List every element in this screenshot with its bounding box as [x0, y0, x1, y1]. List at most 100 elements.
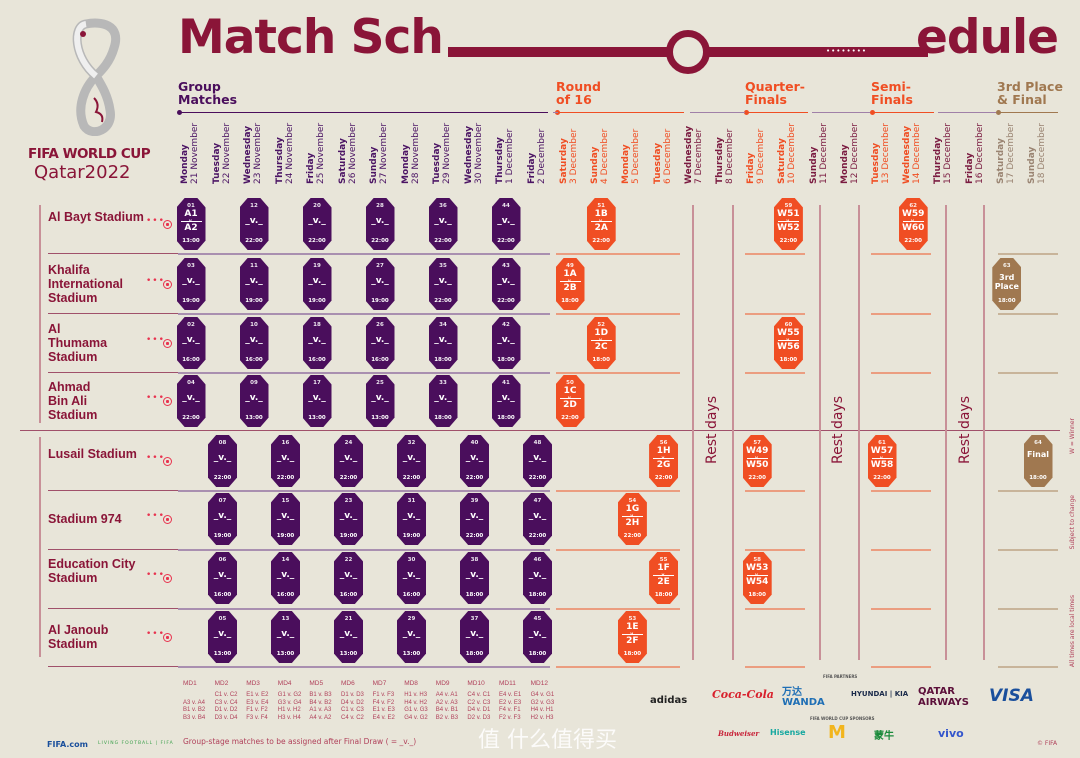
match-tbd: _v._: [276, 570, 295, 580]
match-time: 18:00: [465, 592, 484, 598]
match-badge[interactable]: 26 _v._ 16:00: [365, 317, 395, 369]
match-badge[interactable]: 17 _v._ 13:00: [302, 375, 332, 427]
match-badge[interactable]: 15 _v._ 19:00: [271, 493, 300, 545]
match-badge[interactable]: 29 _v._ 13:00: [397, 611, 426, 663]
match-home-team: 1B: [594, 209, 608, 219]
match-badge[interactable]: 27 _v._ 19:00: [365, 258, 395, 310]
match-number: 23: [344, 498, 353, 504]
match-badge[interactable]: 38 _v._ 18:00: [460, 552, 489, 604]
match-badge[interactable]: 10 _v._ 16:00: [239, 317, 269, 369]
match-time: 22:00: [497, 298, 515, 304]
match-badge[interactable]: 32 _v._ 22:00: [397, 435, 426, 487]
stage-heading-final: 3rd Place: [997, 79, 1063, 94]
match-vs-label: v.: [661, 573, 666, 578]
match-badge[interactable]: 35 _v._ 22:00: [428, 258, 458, 310]
matchday-game: D1 v. D2: [214, 707, 238, 714]
match-badge[interactable]: 12 _v._ 22:00: [239, 198, 269, 250]
match-badge[interactable]: 31 _v._ 19:00: [397, 493, 426, 545]
match-badge[interactable]: 40 _v._ 22:00: [460, 435, 489, 487]
match-badge[interactable]: 56 1H v. 2G 22:00: [649, 435, 679, 487]
match-badge[interactable]: 23 _v._ 19:00: [334, 493, 363, 545]
match-badge[interactable]: 44 _v._ 22:00: [491, 198, 521, 250]
match-number: 41: [502, 380, 510, 386]
row-divider: [178, 372, 550, 374]
match-badge[interactable]: 02 _v._ 16:00: [176, 317, 206, 369]
match-badge[interactable]: 06 _v._ 16:00: [208, 552, 237, 604]
row-divider: [556, 608, 680, 610]
match-badge[interactable]: 21 _v._ 13:00: [334, 611, 363, 663]
match-badge[interactable]: 49 1A v. 2B 18:00: [555, 258, 585, 310]
match-badge[interactable]: 60 W55 v. W56 18:00: [773, 317, 803, 369]
match-badge[interactable]: 33 _v._ 18:00: [428, 375, 458, 427]
date-day: Tuesday: [211, 142, 222, 184]
match-badge[interactable]: 11 _v._ 19:00: [239, 258, 269, 310]
matchday-label: MD7: [372, 680, 387, 687]
match-badge[interactable]: 48 _v._ 22:00: [523, 435, 552, 487]
match-badge[interactable]: 03 _v._ 19:00: [176, 258, 206, 310]
match-badge[interactable]: 05 _v._ 13:00: [208, 611, 237, 663]
match-badge[interactable]: 55 1F v. 2E 18:00: [649, 552, 679, 604]
match-badge[interactable]: 62 W59 v. W60 22:00: [898, 198, 928, 250]
match-badge[interactable]: 04 _v._ 22:00: [176, 375, 206, 427]
stage-heading-qf: Quarter-: [745, 79, 805, 94]
match-badge[interactable]: 07 _v._ 19:00: [208, 493, 237, 545]
match-badge[interactable]: 61 W57 v. W58 22:00: [867, 435, 897, 487]
row-divider: [556, 666, 680, 668]
date-day: Sunday: [808, 146, 819, 184]
match-badge[interactable]: 28 _v._ 22:00: [365, 198, 395, 250]
match-badge[interactable]: 43 _v._ 22:00: [491, 258, 521, 310]
date-header: Wednesday 7 December: [684, 120, 704, 184]
match-badge[interactable]: 13 _v._ 13:00: [271, 611, 300, 663]
match-badge[interactable]: 08 _v._ 22:00: [208, 435, 237, 487]
match-badge[interactable]: 24 _v._ 22:00: [334, 435, 363, 487]
match-number: 14: [281, 557, 290, 563]
match-tbd: _v._: [308, 276, 326, 286]
match-badge[interactable]: 47 _v._ 22:00: [523, 493, 552, 545]
match-badge[interactable]: 57 W49 v. W50 22:00: [742, 435, 772, 487]
match-number: 62: [909, 203, 918, 209]
match-tbd: _v._: [213, 511, 232, 521]
match-badge[interactable]: 42 _v._ 18:00: [491, 317, 521, 369]
date-header: Sunday 18 December: [1027, 120, 1047, 184]
match-badge[interactable]: 34 _v._ 18:00: [428, 317, 458, 369]
match-badge[interactable]: 37 _v._ 18:00: [460, 611, 489, 663]
match-badge[interactable]: 50 1C v. 2D 22:00: [555, 375, 585, 427]
match-badge[interactable]: 51 1B v. 2A 22:00: [586, 198, 616, 250]
date-day: Tuesday: [652, 142, 663, 184]
date-date: 10 December: [787, 123, 798, 184]
match-badge[interactable]: 59 W51 v. W52 22:00: [773, 198, 803, 250]
match-vs-label: v.: [599, 219, 604, 224]
match-badge[interactable]: 14 _v._ 16:00: [271, 552, 300, 604]
match-tbd: _v._: [465, 629, 484, 639]
match-badge[interactable]: 58 W53 v. W54 18:00: [742, 552, 772, 604]
match-badge[interactable]: 45 _v._ 18:00: [523, 611, 552, 663]
match-tbd: _v._: [276, 511, 295, 521]
match-number: 03: [187, 263, 195, 269]
sponsor-hisense: Hisense: [770, 728, 806, 737]
matchday-game: H3 v. H4: [277, 715, 301, 722]
match-badge[interactable]: 53 1E v. 2F 18:00: [617, 611, 647, 663]
match-badge[interactable]: 36 _v._ 22:00: [428, 198, 458, 250]
match-time: 18:00: [465, 651, 484, 657]
stage-divider: [871, 112, 934, 113]
match-badge[interactable]: 52 1D v. 2C 18:00: [586, 317, 616, 369]
venue-name: Al Bayt Stadium: [48, 210, 144, 224]
match-badge[interactable]: 19 _v._ 19:00: [302, 258, 332, 310]
fifa-com-logo[interactable]: FIFA.com: [47, 740, 88, 749]
match-badge[interactable]: 18 _v._ 16:00: [302, 317, 332, 369]
match-badge[interactable]: 63 3rd Place 18:00: [992, 258, 1022, 310]
matchday-game: F4 v. F2: [372, 699, 395, 706]
match-badge[interactable]: 01 A1 v. A2 13:00: [176, 198, 206, 250]
match-badge[interactable]: 16 _v._ 22:00: [271, 435, 300, 487]
partner-hyundai-kia: HYUNDAI | KIA: [851, 690, 909, 698]
match-badge[interactable]: 39 _v._ 22:00: [460, 493, 489, 545]
match-badge[interactable]: 22 _v._ 16:00: [334, 552, 363, 604]
match-badge[interactable]: 54 1G v. 2H 22:00: [617, 493, 647, 545]
match-badge[interactable]: 41 _v._ 18:00: [491, 375, 521, 427]
match-badge[interactable]: 30 _v._ 16:00: [397, 552, 426, 604]
match-badge[interactable]: 25 _v._ 13:00: [365, 375, 395, 427]
match-badge[interactable]: 64 Final 18:00: [1023, 435, 1053, 487]
match-badge[interactable]: 20 _v._ 22:00: [302, 198, 332, 250]
match-badge[interactable]: 46 _v._ 18:00: [523, 552, 552, 604]
match-badge[interactable]: 09 _v._ 13:00: [239, 375, 269, 427]
